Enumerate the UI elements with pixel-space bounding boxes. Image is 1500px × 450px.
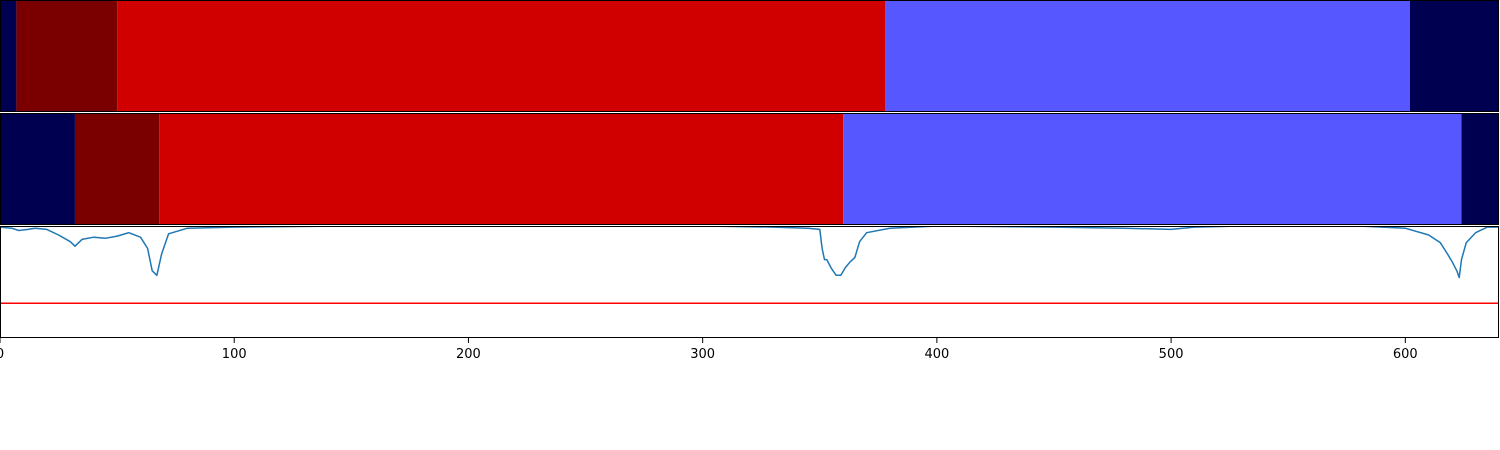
segment-2-3 — [159, 113, 844, 225]
x-tick-label-100: 100 — [222, 347, 247, 362]
segment-1-5 — [1409, 0, 1499, 112]
segment-1-4 — [885, 0, 1410, 112]
panel-frame-3 — [0, 226, 1499, 338]
segment-1-1 — [0, 0, 17, 112]
x-tick-label-500: 500 — [1159, 347, 1184, 362]
x-tick-label-200: 200 — [456, 347, 481, 362]
segment-1-2 — [16, 0, 118, 112]
segment-2-4 — [843, 113, 1462, 225]
panel-frame-2 — [0, 113, 1499, 225]
x-tick-label-0: 0 — [0, 347, 4, 362]
series-line-1 — [0, 226, 1499, 279]
segment-2-1 — [0, 113, 75, 225]
segment-2-5 — [1461, 113, 1499, 225]
x-tick-label-300: 300 — [690, 347, 715, 362]
x-axis: 0 100 200 300 400 500 600 — [0, 338, 1418, 362]
line-plot — [0, 226, 1499, 338]
top-segment-bar — [0, 0, 1499, 112]
segment-2-2 — [74, 113, 160, 225]
x-tick-label-600: 600 — [1393, 347, 1418, 362]
middle-segment-bar — [0, 113, 1499, 225]
x-tick-label-400: 400 — [924, 347, 949, 362]
panel-frame-1 — [0, 0, 1499, 112]
segment-1-3 — [117, 0, 886, 112]
